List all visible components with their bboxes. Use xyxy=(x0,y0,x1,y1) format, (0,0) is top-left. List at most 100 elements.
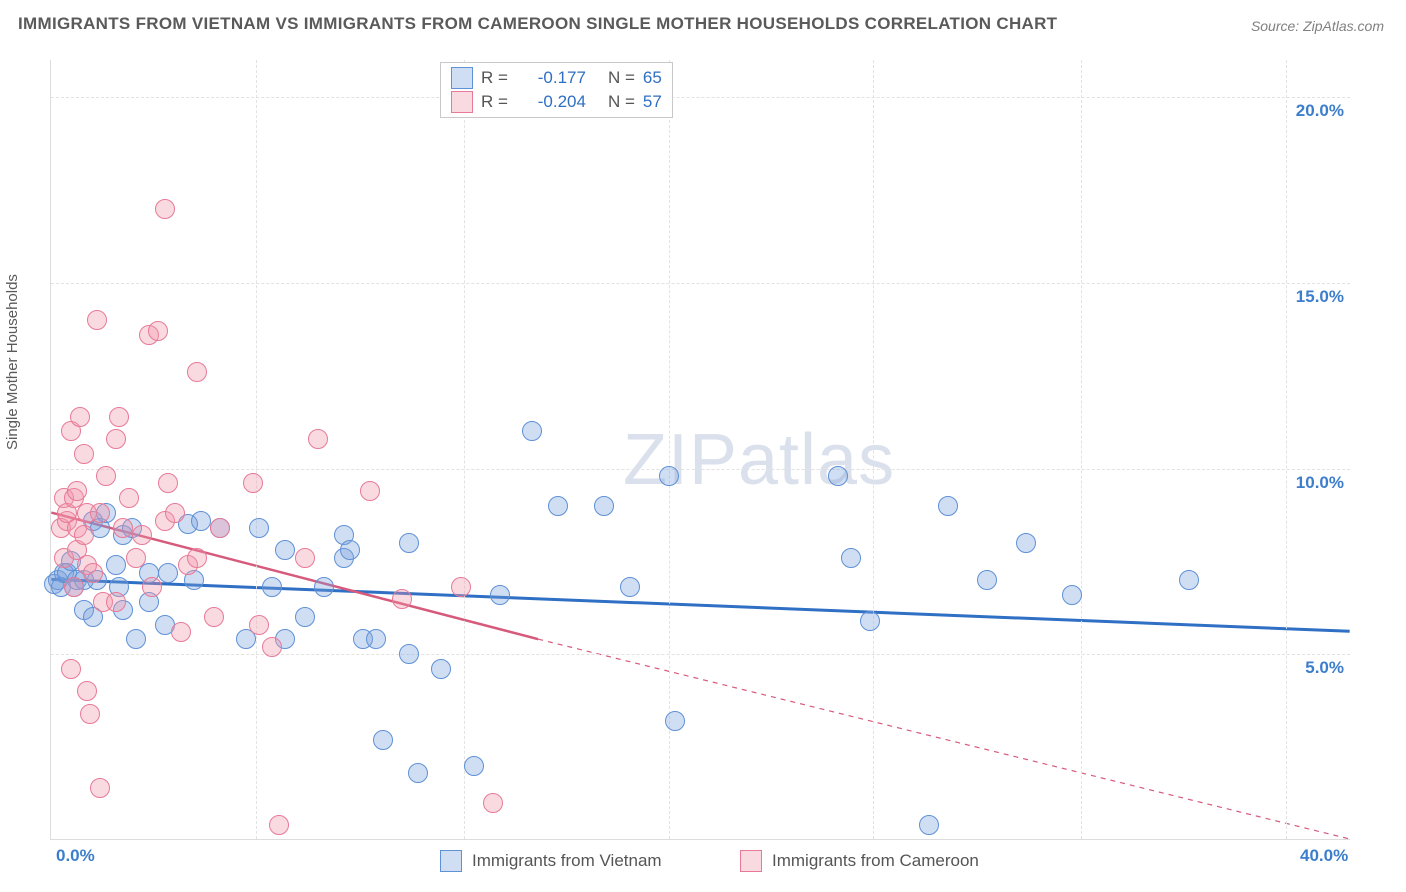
scatter-point xyxy=(148,321,168,341)
scatter-point xyxy=(109,407,129,427)
scatter-point xyxy=(841,548,861,568)
scatter-point xyxy=(165,503,185,523)
scatter-point xyxy=(373,730,393,750)
scatter-point xyxy=(70,407,90,427)
scatter-point xyxy=(80,704,100,724)
correlation-stats-box: R =-0.177N =65R =-0.204N =57 xyxy=(440,62,673,118)
series-swatch xyxy=(451,67,473,89)
scatter-point xyxy=(269,815,289,835)
gridline-vertical xyxy=(1286,60,1287,839)
stat-n-value: 65 xyxy=(643,68,662,88)
scatter-point xyxy=(187,548,207,568)
watermark: ZIPatlas xyxy=(623,419,895,501)
scatter-point xyxy=(106,592,126,612)
legend-item-vietnam: Immigrants from Vietnam xyxy=(440,850,662,872)
scatter-point xyxy=(77,681,97,701)
scatter-point xyxy=(132,525,152,545)
legend-item-cameroon: Immigrants from Cameroon xyxy=(740,850,979,872)
scatter-point xyxy=(83,563,103,583)
scatter-point xyxy=(919,815,939,835)
stats-row: R =-0.204N =57 xyxy=(451,91,662,113)
scatter-point xyxy=(860,611,880,631)
scatter-point xyxy=(408,763,428,783)
y-tick-label: 10.0% xyxy=(1296,473,1344,493)
scatter-point xyxy=(275,540,295,560)
scatter-point xyxy=(262,637,282,657)
scatter-point xyxy=(204,607,224,627)
scatter-point xyxy=(74,525,94,545)
scatter-point xyxy=(126,629,146,649)
stat-r-value: -0.177 xyxy=(516,68,586,88)
scatter-point xyxy=(106,429,126,449)
gridline-vertical xyxy=(873,60,874,839)
scatter-point xyxy=(249,615,269,635)
scatter-point xyxy=(61,659,81,679)
scatter-point xyxy=(191,511,211,531)
scatter-point xyxy=(74,444,94,464)
scatter-point xyxy=(67,481,87,501)
scatter-point xyxy=(262,577,282,597)
gridline-horizontal xyxy=(51,97,1350,98)
scatter-point xyxy=(126,548,146,568)
scatter-point xyxy=(142,577,162,597)
scatter-point xyxy=(828,466,848,486)
scatter-point xyxy=(594,496,614,516)
scatter-point xyxy=(977,570,997,590)
scatter-point xyxy=(620,577,640,597)
scatter-point xyxy=(360,481,380,501)
scatter-point xyxy=(392,589,412,609)
gridline-vertical xyxy=(464,60,465,839)
scatter-point xyxy=(295,548,315,568)
y-tick-label: 5.0% xyxy=(1305,658,1344,678)
scatter-point xyxy=(464,756,484,776)
y-tick-label: 20.0% xyxy=(1296,101,1344,121)
scatter-point xyxy=(665,711,685,731)
scatter-point xyxy=(171,622,191,642)
stat-r-label: R = xyxy=(481,92,508,112)
scatter-point xyxy=(243,473,263,493)
gridline-vertical xyxy=(256,60,257,839)
scatter-point xyxy=(451,577,471,597)
scatter-point xyxy=(1062,585,1082,605)
legend-label: Immigrants from Cameroon xyxy=(772,851,979,871)
gridline-horizontal xyxy=(51,283,1350,284)
scatter-point xyxy=(90,778,110,798)
scatter-point xyxy=(399,644,419,664)
chart-plot-area: ZIPatlas 5.0% 10.0% 15.0% 20.0% xyxy=(50,60,1350,840)
stats-row: R =-0.177N =65 xyxy=(451,67,662,89)
y-tick-label: 15.0% xyxy=(1296,287,1344,307)
scatter-point xyxy=(90,503,110,523)
scatter-point xyxy=(1179,570,1199,590)
scatter-point xyxy=(431,659,451,679)
gridline-vertical xyxy=(1081,60,1082,839)
scatter-point xyxy=(96,466,116,486)
chart-title: IMMIGRANTS FROM VIETNAM VS IMMIGRANTS FR… xyxy=(18,14,1057,34)
y-axis-label: Single Mother Households xyxy=(4,274,21,450)
scatter-point xyxy=(366,629,386,649)
scatter-point xyxy=(490,585,510,605)
scatter-point xyxy=(249,518,269,538)
scatter-point xyxy=(314,577,334,597)
stat-n-value: 57 xyxy=(643,92,662,112)
scatter-point xyxy=(399,533,419,553)
scatter-point xyxy=(938,496,958,516)
x-tick-label: 0.0% xyxy=(56,846,95,866)
scatter-point xyxy=(106,555,126,575)
scatter-point xyxy=(113,518,133,538)
stat-n-label: N = xyxy=(608,68,635,88)
series-swatch xyxy=(451,91,473,113)
scatter-point xyxy=(187,362,207,382)
scatter-point xyxy=(158,563,178,583)
x-tick-label: 40.0% xyxy=(1300,846,1348,866)
gridline-horizontal xyxy=(51,654,1350,655)
stat-n-label: N = xyxy=(608,92,635,112)
gridline-horizontal xyxy=(51,469,1350,470)
scatter-point xyxy=(340,540,360,560)
scatter-point xyxy=(87,310,107,330)
scatter-point xyxy=(210,518,230,538)
scatter-point xyxy=(158,473,178,493)
source-label: Source: ZipAtlas.com xyxy=(1251,18,1384,34)
scatter-point xyxy=(155,199,175,219)
scatter-point xyxy=(64,577,84,597)
legend-swatch xyxy=(740,850,762,872)
